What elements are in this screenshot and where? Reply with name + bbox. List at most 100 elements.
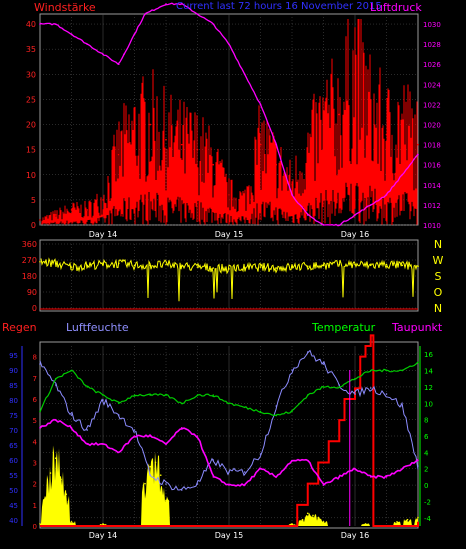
humidity-point: [275, 405, 278, 407]
rain-point: [60, 478, 62, 481]
direction-point: [275, 267, 278, 269]
humidity-point: [306, 351, 309, 353]
humidity-tick-label: 95: [9, 352, 18, 360]
pressure-series: [39, 2, 419, 227]
direction-tick-label: 0: [32, 304, 37, 313]
humidity-tick-label: 85: [9, 382, 18, 390]
wind-series: [39, 19, 419, 225]
temperature-tick-label: 8: [424, 417, 428, 425]
temperature-point: [212, 394, 215, 396]
rain-point: [364, 523, 367, 525]
dewpoint-series: [39, 370, 419, 526]
direction-point: [86, 264, 89, 267]
wind-point: [196, 148, 199, 151]
direction-point: [417, 265, 419, 268]
pressure-tick-label: 1026: [423, 61, 441, 69]
rain-point: [70, 520, 73, 523]
compass-label: W: [433, 254, 444, 267]
direction-point: [117, 262, 120, 265]
rain-point: [65, 493, 68, 496]
rain-header: Regen: [2, 321, 37, 334]
wind-point: [322, 123, 325, 126]
temperature-ticks: -4 -2 0 2 4 6 8 10 12 14 16: [419, 346, 433, 526]
temperature-point: [196, 394, 199, 396]
wind-point: [369, 113, 372, 116]
direction-point: [133, 264, 136, 267]
humidity-tick-label: 55: [9, 472, 18, 480]
pressure-tick-label: 1030: [423, 21, 441, 29]
temperature-header: Temperatur: [311, 321, 376, 334]
humidity-header: Luftfeuchte: [66, 321, 129, 334]
rain-tick-label: 6: [33, 396, 38, 404]
panel2-direction-ticks: 0 90 180 270 360: [22, 240, 37, 313]
temperature-point: [117, 402, 120, 405]
dewpoint-point: [417, 459, 419, 462]
humidity-point: [196, 483, 199, 485]
wind-tick-label: 0: [31, 221, 36, 230]
humidity-point: [385, 393, 388, 395]
rain-point: [312, 514, 314, 517]
pressure-tick-label: 1022: [423, 101, 441, 109]
panel1-x-ticks: Day 14 Day 15 Day 16: [89, 230, 370, 239]
dewpoint-point: [291, 459, 293, 462]
dewpoint-point: [133, 435, 136, 437]
humidity-point: [39, 363, 41, 365]
temperature-point: [306, 394, 309, 396]
humidity-point: [338, 384, 341, 386]
rain-point: [417, 516, 419, 519]
temperature-point: [133, 394, 136, 396]
wind-point: [165, 138, 167, 141]
temperature-point: [243, 406, 246, 409]
rain-tick-label: 2: [33, 481, 37, 489]
direction-tick-label: 90: [27, 288, 37, 297]
temperature-tick-label: 6: [424, 433, 429, 441]
temperature-point: [291, 410, 293, 413]
wind-point: [117, 153, 120, 156]
dewpoint-point: [369, 476, 372, 478]
rain-tick-label: 7: [33, 375, 37, 383]
dewpoint-point: [70, 427, 73, 429]
temperature-tick-label: -2: [424, 498, 431, 506]
direction-point: [259, 266, 262, 268]
rain-point: [165, 499, 167, 502]
humidity-point: [180, 489, 183, 491]
dewpoint-point: [39, 427, 41, 429]
humidity-tick-label: 75: [9, 412, 18, 420]
compass-label: N: [434, 302, 442, 315]
temperature-point: [70, 369, 73, 372]
wind-tick-label: 35: [26, 45, 36, 54]
dewpoint-point: [86, 443, 89, 445]
temperature-tick-label: 4: [424, 449, 429, 457]
humidity-tick-label: 65: [9, 442, 18, 450]
dewpoint-point: [243, 484, 246, 486]
rain-tick-label: 1: [33, 502, 37, 510]
temperature-point: [165, 394, 167, 396]
humidity-point: [259, 453, 262, 455]
pressure-tick-label: 1020: [423, 122, 441, 130]
wind-point: [180, 143, 183, 146]
wind-point: [385, 133, 388, 136]
dewpoint-point: [180, 427, 183, 429]
temperature-point: [259, 410, 262, 413]
pressure-point: [275, 143, 278, 146]
dewpoint-point: [322, 484, 325, 486]
pressure-point: [259, 103, 262, 106]
panel1-x-tick-label: Day 14: [89, 230, 118, 239]
temperature-point: [417, 361, 419, 364]
direction-point: [70, 266, 73, 268]
wind-point: [338, 113, 341, 116]
dewpoint-point: [165, 443, 167, 445]
pressure-point: [196, 13, 199, 15]
wind-point: [133, 133, 136, 136]
wind-tick-label: 5: [31, 196, 36, 205]
wind-point: [401, 123, 404, 126]
rain-point: [144, 482, 146, 485]
wind-point: [306, 153, 309, 156]
panel2-grid: [40, 243, 418, 309]
pressure-tick-label: 1024: [423, 81, 441, 89]
pressure-point: [291, 194, 293, 196]
temperature-tick-label: 12: [424, 384, 433, 392]
humidity-point: [417, 465, 419, 467]
wind-point: [102, 199, 104, 201]
pressure-point: [70, 33, 73, 35]
